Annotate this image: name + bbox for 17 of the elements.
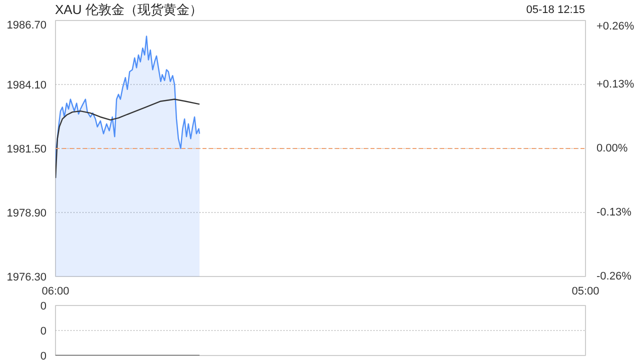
y-tick-label: 0 bbox=[40, 326, 47, 338]
y2-tick-label: -0.13% bbox=[596, 206, 632, 218]
y2-tick-label: 0.00% bbox=[596, 142, 628, 154]
y2-tick-label: +0.13% bbox=[596, 78, 634, 90]
y-tick-label: 0 bbox=[40, 350, 47, 360]
y-tick-label: 1976.30 bbox=[6, 272, 47, 284]
chart-title: XAU 伦敦金（现货黄金） bbox=[55, 1, 202, 19]
x-tick-label: 05:00 bbox=[572, 286, 600, 298]
y-tick-label: 1978.90 bbox=[6, 208, 47, 220]
y-tick-label: 1986.70 bbox=[6, 20, 47, 32]
x-tick-label: 06:00 bbox=[42, 286, 70, 298]
text: 05-18 12:15 bbox=[526, 3, 585, 18]
y2-tick-label: +0.26% bbox=[596, 20, 634, 32]
y2-tick-label: -0.26% bbox=[596, 270, 632, 282]
y-tick-label: 0 bbox=[40, 300, 47, 312]
y-tick-label: 1984.10 bbox=[6, 80, 47, 92]
y-tick-label: 1981.50 bbox=[6, 144, 47, 156]
